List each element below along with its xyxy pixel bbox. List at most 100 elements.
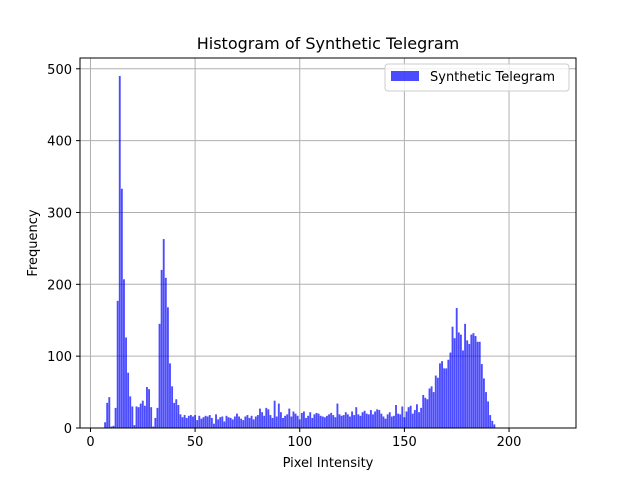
- histogram-bar: [154, 417, 157, 428]
- histogram-bar: [146, 387, 148, 428]
- histogram-bar: [242, 420, 245, 428]
- histogram-bar: [321, 416, 324, 428]
- histogram-bar: [125, 337, 127, 428]
- histogram-bar: [332, 415, 335, 428]
- histogram-bar: [162, 239, 165, 428]
- histogram-bar: [351, 411, 354, 428]
- histogram-bar: [273, 400, 276, 428]
- histogram-bar: [275, 416, 278, 428]
- histogram-bar: [263, 415, 266, 428]
- histogram-bar: [298, 419, 301, 428]
- histogram-bar: [326, 415, 328, 428]
- histogram-bar: [355, 407, 358, 428]
- histogram-bar: [210, 417, 213, 428]
- histogram-bar: [374, 411, 377, 428]
- histogram-bar: [388, 412, 391, 428]
- x-axis-label: Pixel Intensity: [283, 456, 374, 471]
- histogram-bar: [441, 361, 443, 428]
- histogram-bar: [192, 416, 194, 428]
- histogram-bar: [231, 419, 234, 428]
- histogram-bar: [204, 415, 207, 428]
- histogram-bar: [148, 389, 150, 428]
- histogram-bar: [302, 411, 305, 428]
- histogram-bar: [198, 415, 201, 428]
- histogram-bar: [246, 415, 249, 428]
- histogram-bar: [428, 388, 431, 428]
- histogram-bar: [447, 359, 450, 428]
- histogram-bar: [236, 413, 238, 428]
- histogram-bar: [424, 397, 427, 428]
- histogram-bar: [171, 386, 174, 428]
- histogram-bar: [229, 417, 232, 428]
- histogram-bar: [349, 416, 351, 428]
- histogram-bar: [254, 416, 257, 428]
- histogram-bar: [202, 417, 205, 428]
- histogram-bar: [282, 417, 284, 428]
- histogram-bar: [173, 402, 176, 428]
- histogram-bar: [336, 403, 339, 428]
- y-tick-label: 500: [47, 63, 72, 78]
- histogram-bar: [338, 414, 341, 428]
- histogram-bar: [489, 415, 492, 428]
- histogram-bar: [478, 341, 481, 428]
- histogram-bar: [409, 405, 412, 428]
- histogram-bar: [420, 407, 423, 428]
- histogram-bar: [485, 392, 487, 428]
- histogram-bar: [323, 417, 326, 428]
- histogram-bar: [166, 307, 169, 428]
- legend: Synthetic Telegram: [384, 63, 570, 92]
- histogram-bar: [382, 416, 385, 428]
- x-tick-label: 200: [497, 435, 522, 450]
- histogram-bar: [238, 416, 240, 428]
- histogram-bar: [334, 417, 337, 428]
- histogram-bar: [491, 420, 494, 428]
- histogram-bar: [445, 368, 448, 428]
- histogram-bar: [459, 334, 462, 428]
- histogram-bar: [200, 418, 203, 428]
- histogram-bar: [430, 386, 433, 428]
- histogram-bar: [378, 410, 381, 428]
- histogram-bar: [135, 406, 138, 428]
- histogram-bar: [194, 415, 197, 428]
- histogram-bar: [416, 404, 418, 428]
- histogram-bar: [359, 415, 362, 428]
- histogram-bar: [123, 279, 125, 428]
- histogram-bar: [313, 414, 316, 428]
- histogram-bar: [357, 414, 360, 428]
- histogram-bar: [340, 415, 343, 428]
- histogram-bar: [175, 399, 178, 428]
- histogram-bar: [464, 323, 467, 428]
- histogram-bar: [221, 416, 224, 428]
- x-tick-label: 0: [86, 435, 94, 450]
- histogram-bar: [279, 412, 282, 428]
- histogram-bar: [187, 415, 190, 428]
- histogram-bar: [480, 364, 483, 428]
- histogram-bar: [158, 323, 161, 428]
- histogram-bar: [407, 407, 410, 428]
- histogram-bar: [432, 392, 435, 428]
- y-tick-label: 0: [64, 422, 72, 437]
- histogram-bar: [139, 403, 142, 428]
- ticks: 0 50 100 150 200 0 100 200 300 400 500: [47, 63, 521, 450]
- histogram-bar: [120, 188, 123, 428]
- histogram-bar: [183, 415, 186, 428]
- histogram-bar: [196, 420, 199, 428]
- histogram-bar: [277, 403, 280, 428]
- histogram-bar: [215, 414, 217, 428]
- histogram-bar: [208, 415, 211, 428]
- histogram-bar: [250, 415, 253, 428]
- histogram-bar: [108, 397, 111, 428]
- histogram-bar: [353, 415, 356, 428]
- histogram-bar: [434, 375, 437, 428]
- chart-title: Histogram of Synthetic Telegram: [197, 34, 460, 53]
- x-tick-label: 100: [287, 435, 312, 450]
- histogram-bar: [233, 416, 236, 428]
- histogram-bar: [466, 340, 469, 428]
- histogram-bar: [403, 417, 406, 428]
- histogram-bar: [372, 414, 374, 428]
- histogram-bar: [164, 277, 167, 428]
- histogram-bar: [213, 423, 215, 428]
- histogram-bar: [470, 334, 473, 428]
- histogram-bar: [206, 416, 209, 428]
- legend-swatch: [391, 71, 419, 81]
